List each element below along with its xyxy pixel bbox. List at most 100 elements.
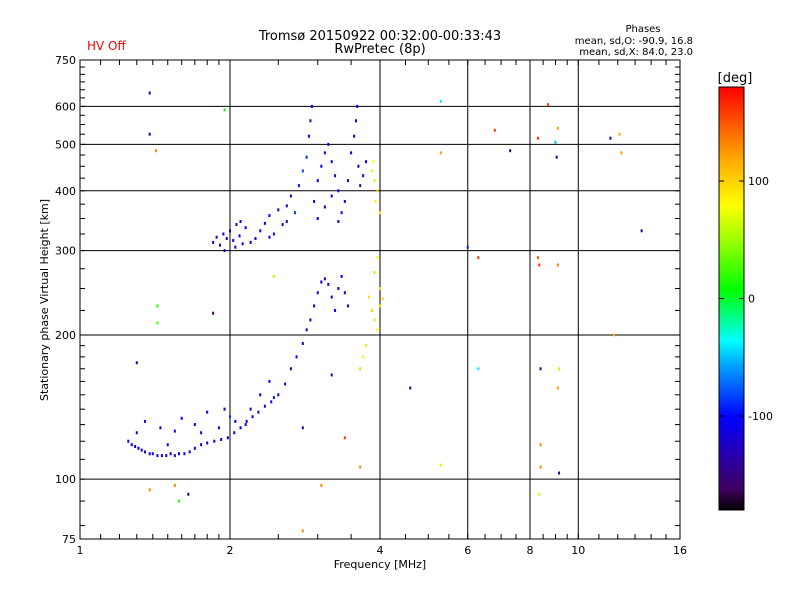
data-point [200,431,203,435]
data-point [154,149,157,153]
data-point [135,431,138,435]
data-point [370,308,373,312]
data-point [238,234,241,238]
phase-heading: Phases [625,24,660,35]
data-point [249,240,252,244]
y-tick-labels: 75 100 200 300 400 500 600 750 [55,54,76,546]
data-point [206,410,209,414]
data-point [316,179,319,183]
y-tick-label: 500 [55,138,76,151]
data-point [556,386,559,390]
data-point [148,488,151,492]
data-point [130,443,133,447]
data-point [320,483,323,487]
data-point [350,151,353,155]
data-point [263,221,266,225]
data-point [343,199,346,203]
data-point [165,454,168,458]
data-point [310,104,313,108]
data-point [183,452,186,456]
data-point [148,452,151,456]
x-tick-label: 10 [571,544,585,557]
data-point [180,416,183,420]
data-point [225,236,228,240]
x-tick-label: 8 [527,544,534,557]
data-point [212,240,215,244]
data-point [365,344,368,348]
data-point [272,274,275,278]
data-point [151,452,154,456]
data-point [217,426,220,430]
data-point [334,308,337,312]
data-point [316,217,319,221]
data-point [343,436,346,440]
data-point [620,151,623,155]
data-point [169,452,172,456]
data-point [307,134,310,138]
chart-title: Tromsø 20150922 00:32:00-00:33:43 [258,29,501,44]
data-point [340,211,343,215]
colorbar-tick-label: 100 [748,175,769,188]
x-tick-labels: 1 2 4 6 8 10 16 [77,544,688,557]
data-point [547,103,550,107]
data-point [337,220,340,224]
data-point [320,280,323,284]
data-point [477,367,480,371]
data-point [177,499,180,503]
data-point [295,355,298,359]
chart-subtitle: RwPretec (8p) [334,42,425,57]
data-point [148,132,151,136]
data-point [285,220,288,224]
data-points [127,91,643,533]
data-point [609,136,612,140]
data-point [373,271,376,275]
data-point [376,189,379,193]
data-point [223,407,226,411]
data-point [187,492,190,496]
data-point [223,108,226,112]
data-point [509,149,512,153]
data-point [229,415,231,419]
data-point [137,446,140,450]
data-point [538,263,541,267]
data-point [156,321,159,325]
data-point [536,256,539,260]
x-axis-label: Frequency [MHz] [334,558,426,571]
data-point [618,132,621,136]
plot-area: 1 2 4 6 8 10 16 75 100 200 300 400 500 600 750 [55,54,687,557]
data-point [245,419,248,423]
data-point [539,367,542,371]
data-point [367,295,370,299]
data-point [200,443,203,447]
data-point [379,211,381,215]
data-point [239,220,242,224]
y-tick-label: 600 [55,100,76,113]
x-tick-label: 6 [464,544,471,557]
data-point [372,160,375,164]
data-point [272,232,275,236]
data-point [213,439,216,443]
data-point [330,295,333,299]
data-point [173,454,176,458]
data-point [249,407,252,411]
data-point [301,529,304,533]
data-point [284,382,287,386]
data-point [359,367,362,371]
data-point [234,245,237,249]
data-point [379,287,381,291]
data-point [373,318,376,322]
data-point [156,454,159,458]
data-point [268,214,271,218]
data-point [244,423,247,427]
data-point [173,483,176,487]
data-point [330,194,333,198]
data-point [359,465,362,469]
data-point [346,304,349,308]
data-point [206,441,209,445]
data-point [166,443,169,447]
data-point [148,91,151,95]
data-point [239,426,242,430]
data-point [409,386,412,390]
data-point [297,184,300,188]
data-point [365,160,368,164]
